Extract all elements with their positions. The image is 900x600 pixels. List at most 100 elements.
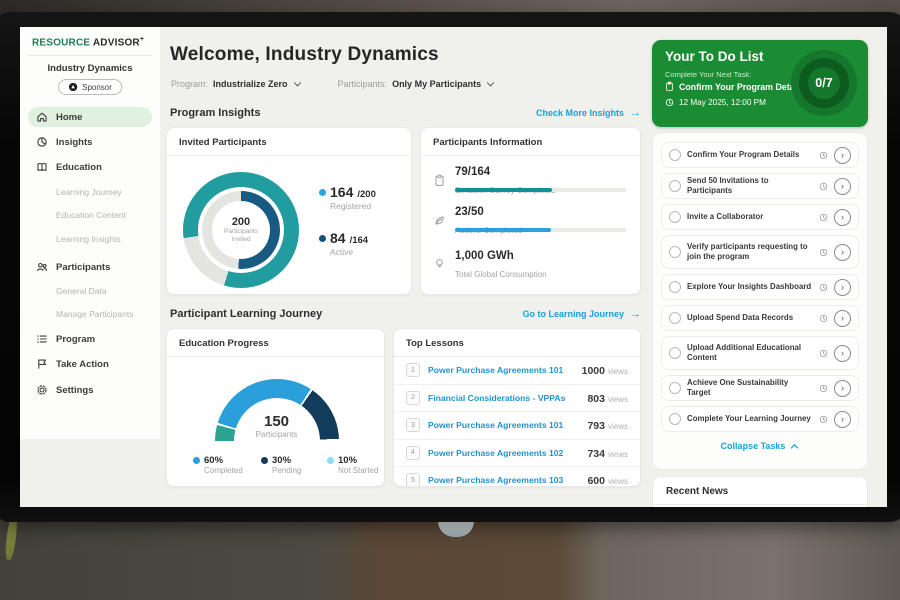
program-filter[interactable]: Program: Industrialize Zero — [171, 79, 302, 89]
lesson-row[interactable]: 2 Financial Considerations - VPPAs 803 vi… — [394, 385, 640, 412]
task-open-button[interactable]: › — [834, 146, 851, 164]
lesson-row[interactable]: 5 Power Purchase Agreements 103 600 views — [394, 467, 640, 486]
lesson-link[interactable]: Power Purchase Agreements 101 — [428, 420, 564, 431]
stat-value: 79/164 — [455, 166, 491, 178]
lesson-rank: 4 — [406, 445, 420, 460]
page-title: Welcome, Industry Dynamics — [170, 44, 439, 65]
task-label: Invite a Collaborator — [687, 212, 764, 222]
stat-value: 23/50 — [455, 206, 484, 218]
task-open-button[interactable]: › — [834, 379, 851, 397]
todo-due-label: 12 May 2025, 12:00 PM — [679, 98, 766, 107]
lesson-row[interactable]: 4 Power Purchase Agreements 102 734 views — [394, 440, 640, 467]
task-row[interactable]: Upload Additional Educational Content › — [661, 336, 859, 370]
task-row[interactable]: Explore Your Insights Dashboard › — [661, 274, 859, 300]
clipboard-icon — [666, 81, 673, 91]
clock-icon — [819, 213, 828, 221]
dashboard-screen: RESOURCE ADVISOR+ Industry Dynamics Spon… — [20, 27, 887, 507]
task-checkbox[interactable] — [669, 347, 681, 359]
task-open-button[interactable]: › — [834, 344, 851, 362]
legend-pct: 10% — [338, 455, 358, 466]
task-row[interactable]: Verify participants requesting to join t… — [661, 235, 859, 269]
todo-progress-value: 0/7 — [815, 76, 833, 90]
donut-center-value: 200 — [231, 215, 251, 228]
lesson-rank: 1 — [406, 363, 420, 378]
todo-progress-ring: 0/7 — [791, 50, 857, 116]
task-checkbox[interactable] — [669, 312, 681, 324]
sidebar-item-participants[interactable]: Participants — [28, 257, 152, 277]
sidebar-item-education[interactable]: Education — [28, 157, 152, 177]
sidebar-item-manage-participants[interactable]: Manage Participants — [28, 304, 152, 323]
lesson-rank: 2 — [406, 390, 420, 405]
task-row[interactable]: Upload Spend Data Records › — [661, 305, 859, 331]
card-title: Top Lessons — [394, 329, 640, 357]
lesson-row[interactable]: 3 Power Purchase Agreements 101 793 views — [394, 412, 640, 440]
lesson-link[interactable]: Financial Considerations - VPPAs — [428, 392, 566, 403]
legend-label: Pending — [272, 466, 302, 475]
actions-completed-progress-bar — [455, 228, 626, 232]
task-row[interactable]: Confirm Your Program Details › — [661, 142, 859, 168]
lesson-link[interactable]: Power Purchase Agreements 102 — [428, 447, 564, 458]
clipboard-icon — [433, 162, 446, 198]
sidebar-item-learning-insights[interactable]: Learning Insights — [28, 229, 152, 248]
donut-inner-ring: 200 Participants Invited — [202, 191, 280, 269]
sidebar-item-take-action[interactable]: Take Action — [28, 354, 152, 374]
sidebar-item-education-content[interactable]: Education Content — [28, 205, 152, 224]
donut-ring-gap: 200 Participants Invited — [198, 187, 284, 273]
participants-information-card: Participants Information 79/164 Emission… — [420, 127, 641, 295]
check-more-insights-link[interactable]: Check More Insights → — [536, 106, 641, 119]
participants-icon — [36, 261, 48, 273]
task-open-button[interactable]: › — [834, 309, 851, 327]
task-open-button[interactable]: › — [834, 177, 851, 195]
sidebar-item-program[interactable]: Program — [28, 329, 152, 349]
emission-survey-progress-bar — [455, 188, 626, 192]
arrow-right-icon: → — [630, 106, 641, 119]
task-row[interactable]: Send 50 Invitations to Participants › — [661, 173, 859, 199]
registered-total: /200 — [357, 189, 376, 200]
task-open-button[interactable]: › — [834, 208, 851, 226]
task-label: Verify participants requesting to join t… — [687, 242, 808, 261]
sidebar-item-general-data[interactable]: General Data — [28, 281, 152, 300]
participants-filter-label: Participants: — [337, 79, 388, 89]
sponsor-badge[interactable]: Sponsor — [58, 79, 122, 95]
task-open-button[interactable]: › — [834, 278, 851, 296]
sidebar-item-insights[interactable]: Insights — [28, 132, 152, 152]
task-row[interactable]: Achieve One Sustainability Target › — [661, 375, 859, 401]
task-checkbox[interactable] — [669, 413, 681, 425]
sidebar-item-label: Insights — [56, 136, 93, 148]
home-icon — [36, 111, 48, 123]
sidebar-item-label: Participants — [56, 261, 111, 273]
task-checkbox[interactable] — [669, 180, 681, 192]
participants-filter[interactable]: Participants: Only My Participants — [338, 79, 496, 89]
donut-center: 200 Participants Invited — [212, 201, 270, 259]
task-open-button[interactable]: › — [834, 243, 851, 261]
insights-icon — [36, 136, 48, 148]
task-checkbox[interactable] — [669, 246, 681, 258]
task-row[interactable]: Complete Your Learning Journey › — [661, 406, 859, 432]
task-checkbox[interactable] — [669, 281, 681, 293]
sidebar-item-home[interactable]: Home — [28, 107, 152, 127]
sidebar-item-settings[interactable]: Settings — [28, 380, 152, 400]
go-to-learning-journey-link[interactable]: Go to Learning Journey → — [522, 308, 641, 320]
stat-actions-completed: 23/50 Actions Completed — [433, 202, 626, 238]
sidebar-item-label: Learning Journey — [56, 186, 122, 197]
filters-row: Program: Industrialize Zero Participants… — [171, 79, 495, 89]
lesson-link[interactable]: Power Purchase Agreements 103 — [428, 475, 564, 486]
task-checkbox[interactable] — [669, 382, 681, 394]
lesson-row[interactable]: 1 Power Purchase Agreements 101 1000 view… — [394, 357, 640, 385]
task-checkbox[interactable] — [669, 211, 681, 223]
task-checkbox[interactable] — [669, 149, 681, 161]
sidebar-item-learning-journey[interactable]: Learning Journey — [28, 182, 152, 201]
legend-dot-registered — [319, 188, 326, 196]
clock-icon — [819, 384, 828, 392]
section-title: Participant Learning Journey — [170, 308, 323, 320]
chevron-up-icon — [791, 443, 799, 449]
registered-value: 164 — [330, 184, 354, 200]
logo-secondary: ADVISOR — [92, 37, 140, 49]
task-row[interactable]: Invite a Collaborator › — [661, 204, 859, 230]
clock-icon — [819, 314, 828, 322]
task-open-button[interactable]: › — [834, 410, 851, 428]
chevron-down-icon — [487, 81, 495, 86]
collapse-tasks-link[interactable]: Collapse Tasks — [661, 441, 859, 451]
lesson-link[interactable]: Power Purchase Agreements 101 — [428, 365, 564, 376]
